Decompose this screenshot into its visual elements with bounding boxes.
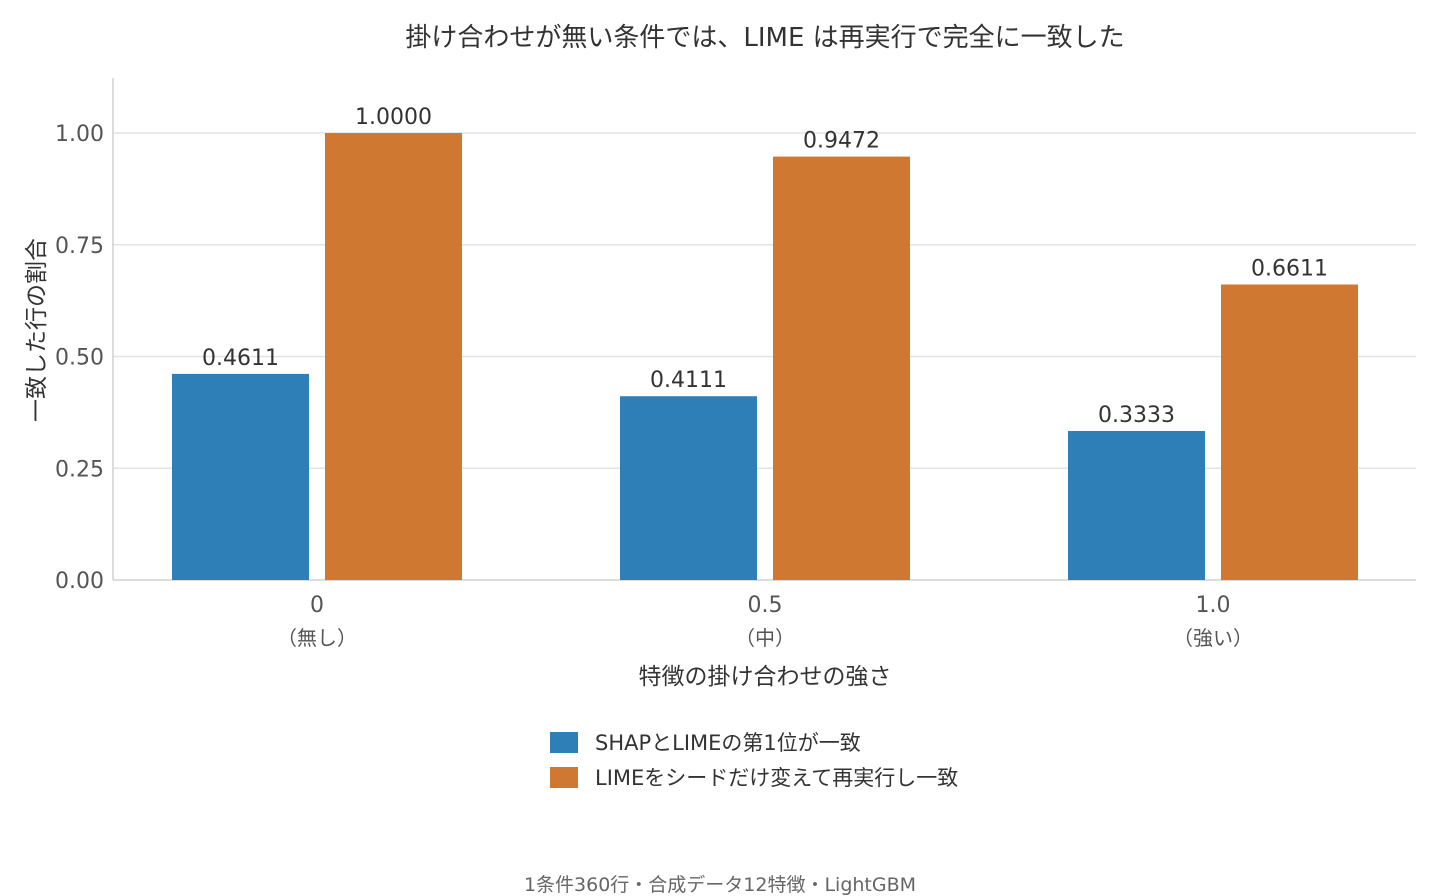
x-tick-sublabel: （中）	[735, 626, 795, 650]
data-label: 0.4611	[202, 346, 279, 371]
chart-title: 掛け合わせが無い条件では、LIME は再実行で完全に一致した	[405, 23, 1124, 53]
data-label: 0.3333	[1098, 403, 1175, 428]
x-tick-sublabel: （無し）	[277, 626, 357, 650]
bar-lime-rerun-1	[773, 156, 910, 580]
legend-label: SHAPとLIMEの第1位が一致	[595, 731, 861, 755]
data-label: 0.9472	[803, 129, 880, 154]
data-labels: 0.4611 1.0000 0.4111 0.9472 0.3333 0.6611	[202, 105, 1328, 428]
bar-lime-rerun-2	[1221, 284, 1358, 580]
bar-shap-lime-1	[620, 396, 757, 580]
bar-lime-rerun-0	[325, 133, 462, 580]
x-tick-label: 0	[310, 593, 324, 618]
y-tick-label: 0.00	[55, 569, 104, 594]
x-tick-label: 0.5	[748, 593, 783, 618]
data-label: 1.0000	[355, 105, 432, 130]
y-tick-label: 0.25	[55, 457, 104, 482]
legend-swatch	[550, 767, 578, 788]
x-tick-label: 1.0	[1196, 593, 1231, 618]
footnote: 1条件360行・合成データ12特徴・LightGBM	[524, 874, 916, 896]
y-tick-label: 0.75	[55, 234, 104, 259]
y-tick-label: 1.00	[55, 122, 104, 147]
y-tick-label: 0.50	[55, 346, 104, 371]
x-axis-label: 特徴の掛け合わせの強さ	[639, 664, 892, 690]
legend-label: LIMEをシードだけ変えて再実行し一致	[595, 766, 958, 790]
bar-shap-lime-0	[172, 373, 309, 580]
x-axis-ticks: 0 （無し） 0.5 （中） 1.0 （強い）	[277, 593, 1253, 650]
legend-swatch	[550, 732, 578, 753]
data-label: 0.4111	[650, 368, 727, 393]
x-tick-sublabel: （強い）	[1173, 626, 1253, 650]
data-label: 0.6611	[1251, 256, 1328, 281]
legend: SHAPとLIMEの第1位が一致 LIMEをシードだけ変えて再実行し一致	[550, 731, 958, 790]
y-axis-label: 一致した行の割合	[24, 238, 50, 422]
y-axis-ticks: 0.00 0.25 0.50 0.75 1.00	[55, 122, 104, 594]
bar-shap-lime-2	[1068, 431, 1205, 580]
bars	[172, 133, 1358, 580]
